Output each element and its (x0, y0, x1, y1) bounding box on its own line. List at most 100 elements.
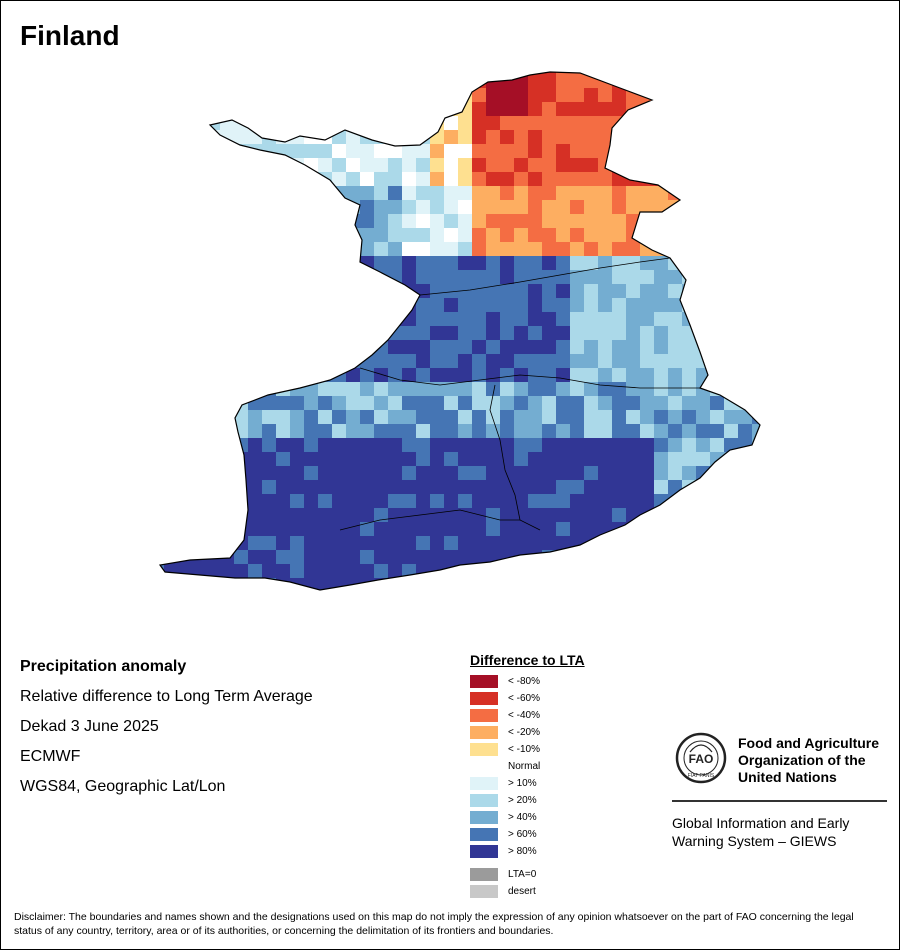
anomaly-cell (766, 480, 781, 495)
anomaly-cell (262, 592, 277, 607)
anomaly-cell (738, 340, 753, 355)
anomaly-cell (528, 158, 543, 173)
anomaly-cell (290, 438, 305, 453)
anomaly-cell (710, 592, 725, 607)
anomaly-cell (486, 424, 501, 439)
anomaly-cell (388, 228, 403, 243)
anomaly-cell (234, 564, 249, 579)
anomaly-cell (458, 74, 473, 89)
anomaly-cell (360, 578, 375, 590)
anomaly-cell (374, 172, 389, 187)
anomaly-cell (290, 312, 305, 327)
anomaly-cell (234, 494, 249, 509)
anomaly-cell (374, 228, 389, 243)
anomaly-cell (500, 242, 515, 257)
anomaly-cell (472, 312, 487, 327)
anomaly-cell (444, 172, 459, 187)
anomaly-cell (360, 564, 375, 579)
anomaly-cell (262, 438, 277, 453)
anomaly-cell (612, 340, 627, 355)
anomaly-cell (416, 564, 431, 579)
anomaly-cell (160, 270, 165, 285)
anomaly-cell (374, 536, 389, 551)
anomaly-cell (192, 214, 207, 229)
anomaly-cell (416, 102, 431, 117)
anomaly-cell (752, 72, 760, 75)
anomaly-cell (696, 592, 711, 607)
anomaly-cell (164, 270, 179, 285)
anomaly-cell (584, 72, 599, 75)
anomaly-cell (752, 410, 760, 425)
anomaly-cell (528, 522, 543, 537)
anomaly-cell (472, 200, 487, 215)
anomaly-cell (220, 550, 235, 565)
precipitation-anomaly-map (150, 71, 781, 607)
anomaly-cell (724, 424, 739, 439)
anomaly-cell (528, 102, 543, 117)
anomaly-cell (304, 466, 319, 481)
anomaly-cell (724, 368, 739, 383)
anomaly-cell (472, 438, 487, 453)
anomaly-cell (234, 242, 249, 257)
anomaly-cell (160, 256, 165, 271)
anomaly-cell (486, 480, 501, 495)
anomaly-cell (290, 116, 305, 131)
anomaly-cell (668, 592, 683, 607)
anomaly-cell (416, 452, 431, 467)
anomaly-cell (164, 158, 179, 173)
anomaly-cell (150, 592, 165, 607)
anomaly-cell (696, 550, 711, 565)
anomaly-cell (160, 396, 165, 411)
anomaly-cell (234, 312, 249, 327)
anomaly-cell (612, 368, 627, 383)
anomaly-cell (458, 592, 473, 607)
anomaly-cell (668, 74, 683, 89)
anomaly-cell (248, 88, 263, 103)
anomaly-cell (696, 130, 711, 145)
anomaly-cell (290, 158, 305, 173)
anomaly-cell (696, 508, 711, 523)
anomaly-cell (752, 228, 760, 243)
anomaly-cell (682, 536, 697, 551)
anomaly-cell (234, 550, 249, 565)
anomaly-cell (612, 270, 627, 285)
anomaly-cell (332, 536, 347, 551)
anomaly-cell (598, 368, 613, 383)
anomaly-cell (318, 312, 333, 327)
anomaly-cell (234, 452, 249, 467)
anomaly-cell (388, 214, 403, 229)
anomaly-cell (556, 522, 571, 537)
anomaly-cell (178, 578, 193, 590)
anomaly-cell (332, 480, 347, 495)
anomaly-cell (160, 214, 165, 229)
anomaly-cell (458, 522, 473, 537)
anomaly-cell (724, 214, 739, 229)
anomaly-cell (332, 116, 347, 131)
anomaly-cell (444, 74, 459, 89)
anomaly-cell (570, 452, 585, 467)
anomaly-cell (360, 326, 375, 341)
anomaly-cell (738, 116, 753, 131)
anomaly-cell (612, 452, 627, 467)
anomaly-cell (416, 466, 431, 481)
anomaly-cell (388, 326, 403, 341)
anomaly-cell (276, 438, 291, 453)
anomaly-cell (668, 396, 683, 411)
anomaly-cell (486, 158, 501, 173)
anomaly-cell (416, 158, 431, 173)
fao-emblem-motto: FIAT PANIS (688, 773, 715, 779)
anomaly-cell (486, 592, 501, 607)
anomaly-cell (500, 340, 515, 355)
anomaly-cell (752, 88, 760, 103)
anomaly-cell (444, 494, 459, 509)
anomaly-cell (458, 508, 473, 523)
anomaly-cell (206, 508, 221, 523)
anomaly-cell (178, 74, 193, 89)
anomaly-cell (668, 72, 683, 75)
anomaly-cell (486, 284, 501, 299)
anomaly-cell (528, 172, 543, 187)
anomaly-cell (682, 74, 697, 89)
anomaly-cell (514, 130, 529, 145)
anomaly-cell (416, 494, 431, 509)
anomaly-cell (374, 592, 389, 607)
